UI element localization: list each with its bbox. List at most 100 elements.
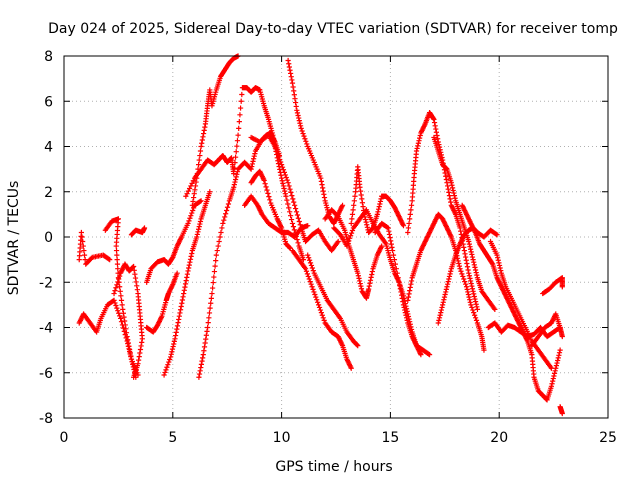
data-point xyxy=(407,211,413,217)
data-point xyxy=(172,332,179,339)
data-point xyxy=(210,279,216,286)
data-point xyxy=(433,126,439,132)
series-track-29 xyxy=(529,311,565,349)
data-point xyxy=(121,314,127,320)
data-point xyxy=(161,372,167,378)
y-tick-label: 0 xyxy=(44,230,53,246)
data-point xyxy=(233,174,239,180)
data-point xyxy=(201,348,207,354)
data-point xyxy=(440,302,446,308)
data-point xyxy=(445,186,451,192)
data-point xyxy=(220,220,226,227)
data-point xyxy=(290,196,296,202)
data-point xyxy=(286,61,292,67)
data-point xyxy=(351,198,357,204)
data-point xyxy=(232,176,239,183)
data-point xyxy=(175,320,181,326)
data-point xyxy=(194,234,200,240)
data-point xyxy=(449,182,455,188)
data-point xyxy=(472,264,478,270)
data-point xyxy=(318,310,324,316)
data-point xyxy=(364,222,370,228)
data-point xyxy=(237,112,243,118)
series-track-18 xyxy=(322,207,385,301)
data-point xyxy=(405,294,412,300)
data-point xyxy=(468,249,474,255)
x-tick-label: 25 xyxy=(599,430,617,446)
data-point xyxy=(231,184,237,190)
data-point xyxy=(180,294,186,300)
data-point xyxy=(557,347,563,353)
data-point xyxy=(438,310,444,316)
data-point xyxy=(277,156,283,163)
data-point xyxy=(195,229,201,235)
data-point xyxy=(463,257,469,263)
data-point xyxy=(81,247,87,254)
data-point xyxy=(446,276,452,282)
data-point xyxy=(280,183,287,189)
data-point xyxy=(236,125,242,131)
data-point xyxy=(430,115,436,121)
data-point xyxy=(196,224,202,230)
data-point xyxy=(357,278,363,284)
data-point xyxy=(495,257,501,263)
data-point xyxy=(369,271,375,278)
data-point xyxy=(426,352,433,358)
data-point xyxy=(498,268,504,274)
data-point xyxy=(446,189,452,195)
data-point xyxy=(305,252,311,258)
data-point xyxy=(203,332,209,338)
data-point xyxy=(468,302,474,308)
data-point xyxy=(379,243,385,249)
data-point xyxy=(112,300,118,306)
data-point xyxy=(111,297,117,303)
data-point xyxy=(407,284,413,291)
data-point xyxy=(415,143,421,149)
data-point xyxy=(471,259,477,265)
data-point xyxy=(426,351,432,357)
data-point xyxy=(208,295,214,302)
data-point xyxy=(249,163,255,170)
data-point xyxy=(289,193,295,199)
data-point xyxy=(414,145,420,152)
data-point xyxy=(335,238,341,245)
data-point xyxy=(283,193,289,199)
data-point xyxy=(352,193,358,199)
data-point xyxy=(134,283,140,289)
data-point xyxy=(470,288,476,294)
data-point xyxy=(183,278,189,284)
data-point xyxy=(496,260,502,266)
data-point xyxy=(214,247,220,254)
data-point xyxy=(469,286,476,292)
data-point xyxy=(290,224,297,230)
x-tick-label: 15 xyxy=(381,430,399,446)
data-point xyxy=(403,312,409,318)
data-point xyxy=(182,284,188,290)
data-point xyxy=(223,207,230,214)
data-point xyxy=(279,162,285,168)
data-point xyxy=(288,213,294,219)
data-point xyxy=(82,257,88,263)
data-point xyxy=(417,132,423,139)
data-point xyxy=(363,219,369,225)
data-point xyxy=(466,238,472,245)
data-point xyxy=(317,307,324,313)
data-point xyxy=(292,205,299,212)
data-point xyxy=(179,297,186,303)
data-point xyxy=(285,57,291,64)
y-tick-label: -6 xyxy=(39,366,53,382)
data-point xyxy=(389,247,396,254)
data-point xyxy=(552,368,558,374)
data-point xyxy=(408,207,414,213)
data-point xyxy=(284,177,290,183)
data-point xyxy=(400,299,406,305)
data-point xyxy=(141,225,148,231)
data-point xyxy=(294,212,301,218)
data-point xyxy=(399,295,405,302)
data-point xyxy=(285,180,291,186)
data-point xyxy=(298,125,304,131)
data-markers xyxy=(76,53,565,417)
data-point xyxy=(320,315,326,321)
data-point xyxy=(405,225,412,231)
